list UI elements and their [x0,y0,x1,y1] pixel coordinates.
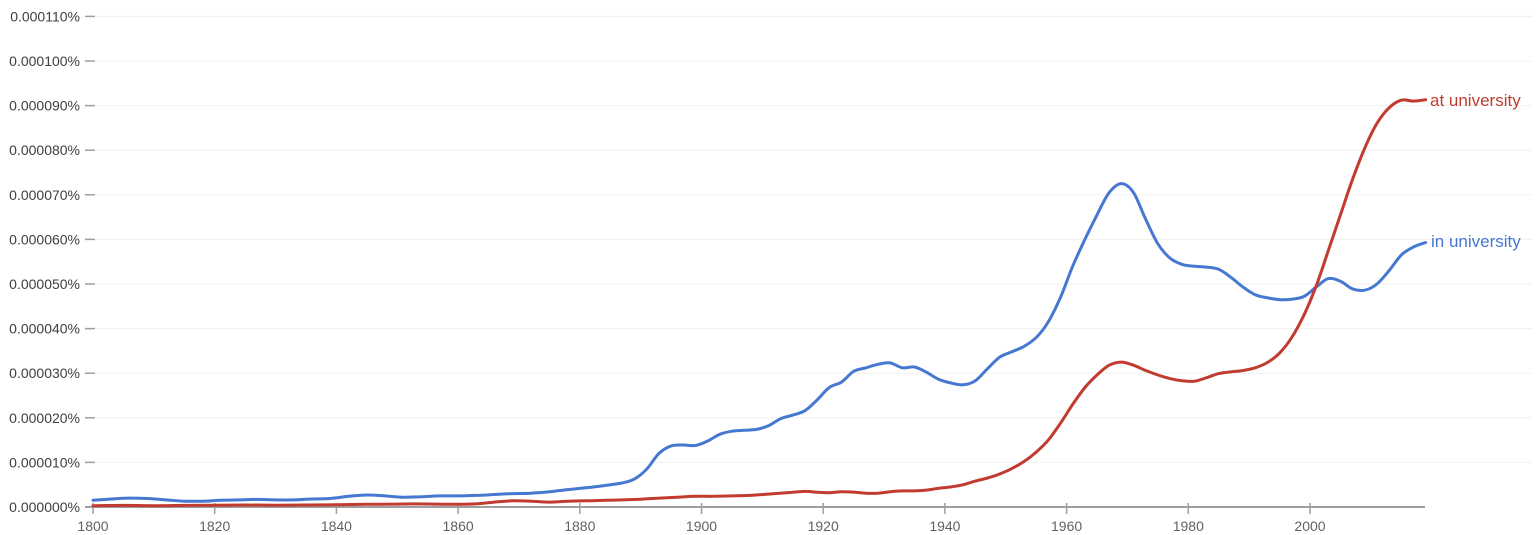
y-axis-label: 0.000010% [9,454,80,470]
gridlines [96,15,1532,463]
y-axis-label: 0.000040% [9,321,80,337]
series-label-at-university[interactable]: at university [1430,91,1521,110]
y-axis-label: 0.000090% [9,98,80,114]
series-line-at-university[interactable] [91,98,1428,508]
x-axis-label: 1820 [199,518,230,534]
series-label-in-university[interactable]: in university [1431,232,1521,251]
y-axis-label: 0.000110% [10,8,80,24]
x-axis-label: 1900 [686,518,717,534]
y-axis-label: 0.000020% [9,410,80,426]
y-axis-label: 0.000080% [9,142,80,158]
y-axis-label: 0.000000% [9,499,80,515]
x-axis-label: 1920 [808,518,839,534]
x-axis-label: 1940 [929,518,960,534]
y-axis-label: 0.000070% [9,187,80,203]
x-axis-label: 1800 [77,518,108,534]
y-axis-label: 0.000100% [9,53,80,69]
x-axis-label: 1860 [443,518,474,534]
series-lines [91,98,1428,508]
x-axis-label: 1980 [1173,518,1204,534]
series-line-in-university[interactable] [91,182,1428,503]
x-axis-label: 1880 [564,518,595,534]
y-axis-label: 0.000060% [9,231,80,247]
x-axis-label: 2000 [1294,518,1325,534]
x-axis-label: 1840 [321,518,352,534]
y-axis-label: 0.000050% [9,276,80,292]
axes: 0.000000% 0.000010% 0.000020% 0.000030% 0.00… [9,8,1425,534]
y-axis-label: 0.000030% [9,365,80,381]
x-axis-label: 1960 [1051,518,1082,534]
